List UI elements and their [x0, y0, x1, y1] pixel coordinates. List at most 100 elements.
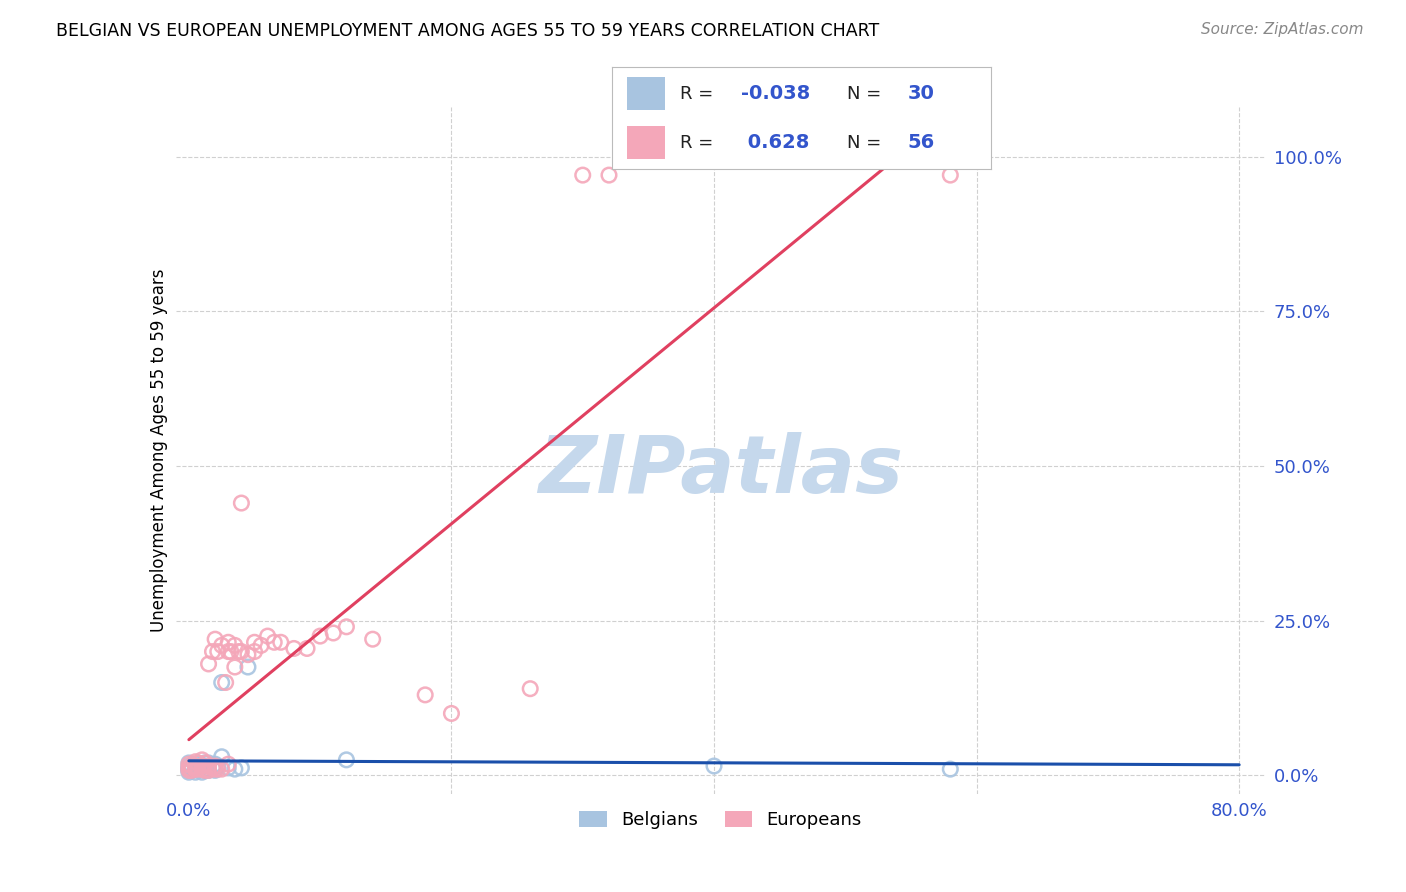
Point — [217, 635, 239, 649]
Point — [519, 681, 541, 696]
Bar — [627, 127, 665, 159]
Point — [197, 756, 219, 770]
Point — [197, 657, 219, 671]
Point — [322, 626, 344, 640]
Point — [191, 759, 214, 773]
Point — [361, 632, 384, 647]
Text: N =: N = — [846, 85, 887, 103]
Point — [180, 759, 202, 773]
Legend: Belgians, Europeans: Belgians, Europeans — [572, 804, 869, 837]
Point — [295, 641, 318, 656]
Point — [224, 660, 246, 674]
Point — [177, 764, 200, 778]
Y-axis label: Unemployment Among Ages 55 to 59 years: Unemployment Among Ages 55 to 59 years — [150, 268, 169, 632]
Point — [231, 644, 253, 658]
Point — [187, 756, 209, 770]
Text: Source: ZipAtlas.com: Source: ZipAtlas.com — [1201, 22, 1364, 37]
Point — [194, 764, 217, 778]
Point — [335, 620, 357, 634]
Point — [236, 660, 259, 674]
Point — [413, 688, 436, 702]
Point — [243, 635, 266, 649]
Text: -0.038: -0.038 — [741, 84, 810, 103]
Point — [211, 762, 233, 776]
Point — [177, 765, 200, 780]
Point — [177, 756, 200, 770]
Point — [191, 762, 214, 776]
Point — [231, 496, 253, 510]
Point — [571, 168, 593, 182]
Point — [939, 168, 962, 182]
Point — [180, 764, 202, 778]
Text: ZIPatlas: ZIPatlas — [538, 432, 903, 510]
Text: 56: 56 — [908, 133, 935, 153]
Point — [177, 761, 200, 775]
Point — [201, 761, 224, 775]
Point — [191, 765, 214, 780]
Point — [194, 764, 217, 778]
Point — [207, 759, 229, 773]
Point — [184, 762, 207, 776]
Text: BELGIAN VS EUROPEAN UNEMPLOYMENT AMONG AGES 55 TO 59 YEARS CORRELATION CHART: BELGIAN VS EUROPEAN UNEMPLOYMENT AMONG A… — [56, 22, 880, 40]
Point — [283, 641, 305, 656]
Point — [243, 644, 266, 658]
Point — [187, 762, 209, 776]
Point — [204, 762, 226, 776]
Point — [191, 759, 214, 773]
Point — [195, 762, 218, 776]
Point — [217, 761, 239, 775]
Point — [177, 759, 200, 773]
Point — [309, 629, 332, 643]
Text: N =: N = — [846, 134, 887, 152]
Point — [207, 762, 229, 776]
Point — [184, 762, 207, 776]
Point — [703, 759, 725, 773]
Point — [939, 762, 962, 776]
Point — [598, 168, 620, 182]
Point — [188, 757, 211, 772]
Point — [184, 759, 207, 773]
Point — [440, 706, 463, 721]
Text: 30: 30 — [908, 84, 935, 103]
Point — [204, 764, 226, 778]
Point — [204, 632, 226, 647]
Point — [211, 639, 233, 653]
Point — [207, 644, 229, 658]
Text: R =: R = — [681, 134, 718, 152]
Point — [335, 753, 357, 767]
Point — [217, 757, 239, 772]
Bar — [627, 77, 665, 110]
Point — [211, 749, 233, 764]
Point — [177, 757, 200, 772]
Point — [256, 629, 278, 643]
Point — [204, 757, 226, 772]
Text: 0.628: 0.628 — [741, 133, 808, 153]
Point — [194, 756, 217, 770]
Point — [263, 635, 285, 649]
Point — [270, 635, 292, 649]
Point — [184, 765, 207, 780]
Point — [201, 761, 224, 775]
Point — [228, 644, 250, 658]
Point — [217, 644, 239, 658]
Point — [214, 675, 236, 690]
Point — [197, 764, 219, 778]
Text: R =: R = — [681, 85, 718, 103]
Point — [201, 644, 224, 658]
Point — [191, 753, 214, 767]
Point — [219, 644, 242, 658]
Point — [177, 761, 200, 775]
Point — [194, 756, 217, 770]
Point — [211, 675, 233, 690]
Point — [197, 759, 219, 773]
Point — [224, 762, 246, 776]
Point — [204, 759, 226, 773]
Point — [184, 755, 207, 769]
Point — [236, 648, 259, 662]
Point — [177, 762, 200, 776]
Point — [250, 639, 273, 653]
Point — [188, 762, 211, 776]
Point — [231, 761, 253, 775]
Point — [224, 639, 246, 653]
Point — [197, 764, 219, 778]
